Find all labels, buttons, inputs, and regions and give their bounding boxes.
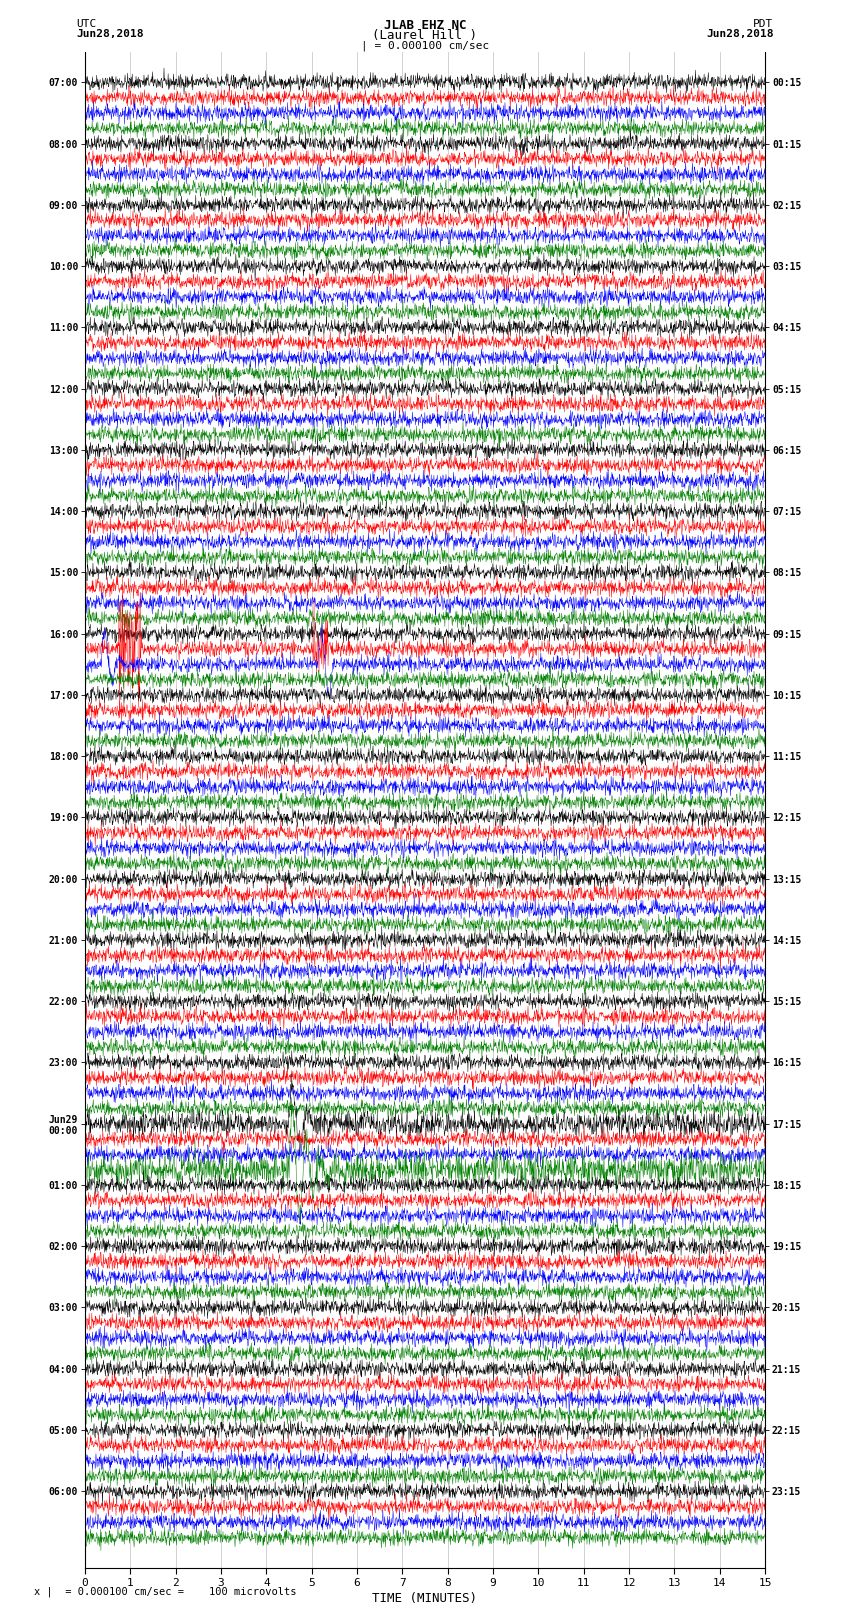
Text: JLAB EHZ NC: JLAB EHZ NC [383,19,467,32]
Text: PDT: PDT [753,19,774,29]
Text: x |  = 0.000100 cm/sec =    100 microvolts: x | = 0.000100 cm/sec = 100 microvolts [34,1586,297,1597]
Text: UTC: UTC [76,19,97,29]
Text: Jun28,2018: Jun28,2018 [706,29,774,39]
X-axis label: TIME (MINUTES): TIME (MINUTES) [372,1592,478,1605]
Text: | = 0.000100 cm/sec: | = 0.000100 cm/sec [361,40,489,52]
Text: (Laurel Hill ): (Laurel Hill ) [372,29,478,42]
Text: Jun28,2018: Jun28,2018 [76,29,144,39]
